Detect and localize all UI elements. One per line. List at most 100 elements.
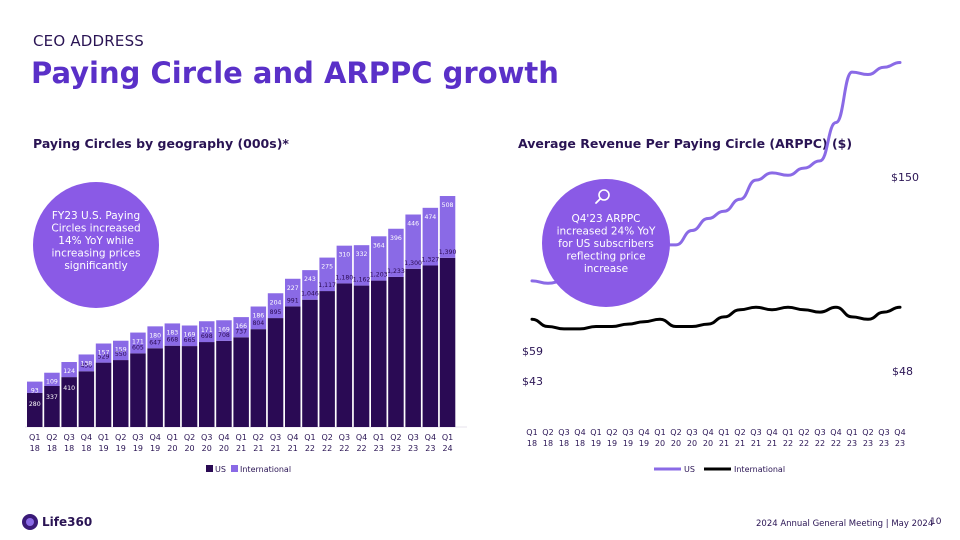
bar-international <box>250 306 267 330</box>
bar-international <box>285 278 301 307</box>
bar-label-us: 1,117 <box>318 282 336 289</box>
bar-tick-quarter: Q4 <box>425 433 436 442</box>
bar-tick-year: 24 <box>442 444 452 453</box>
bar-tick-year: 19 <box>116 444 126 453</box>
bar-label-international: 275 <box>321 264 333 271</box>
magnifier-icon <box>598 189 610 201</box>
bar-us <box>233 337 249 427</box>
line-tick-year: 23 <box>879 439 889 448</box>
magnifier-icon-handle <box>595 197 602 204</box>
line-tick-year: 18 <box>575 439 585 448</box>
bar-tick-quarter: Q3 <box>339 433 350 442</box>
line-tick-year: 22 <box>799 439 809 448</box>
line-tick-quarter: Q3 <box>622 428 633 437</box>
bar-label-us: 337 <box>46 394 58 401</box>
bar-tick-quarter: Q2 <box>115 433 126 442</box>
line-tick-quarter: Q4 <box>574 428 585 437</box>
bar-tick-quarter: Q2 <box>390 433 401 442</box>
bar-international <box>302 270 318 300</box>
bar-international <box>44 372 60 386</box>
bar-label-us: 895 <box>270 309 282 316</box>
line-tick-quarter: Q4 <box>766 428 777 437</box>
bar-international <box>199 321 215 343</box>
bar-label-international: 183 <box>166 329 178 336</box>
bar-us <box>181 346 198 427</box>
bar-label-international: 171 <box>201 327 213 334</box>
line-tick-year: 19 <box>623 439 633 448</box>
bar-label-us: 529 <box>98 354 110 361</box>
bar-us <box>95 362 112 427</box>
bar-label-us: 665 <box>184 337 196 344</box>
bar-tick-year: 18 <box>64 444 74 453</box>
line-tick-year: 21 <box>719 439 729 448</box>
legend-swatch-international <box>231 465 238 472</box>
bar-us <box>147 348 163 427</box>
line-tick-quarter: Q4 <box>830 428 841 437</box>
bar-label-international: 310 <box>338 252 350 259</box>
callout-text-right: reflecting price <box>566 251 645 263</box>
bar-label-us: 280 <box>29 401 41 408</box>
bar-label-international: 364 <box>373 242 385 249</box>
bar-tick-quarter: Q3 <box>201 433 212 442</box>
callout-text-right: for US subscribers <box>558 238 654 250</box>
bar-international <box>27 381 43 393</box>
callout-text-left: Circles increased <box>51 223 140 235</box>
bar-label-international: 138 <box>80 360 92 367</box>
bar-tick-quarter: Q2 <box>253 433 264 442</box>
bar-international <box>422 207 439 266</box>
line-tick-year: 18 <box>527 439 537 448</box>
line-tick-year: 18 <box>543 439 553 448</box>
bar-us <box>78 371 95 427</box>
bar-tick-year: 18 <box>81 444 91 453</box>
line-tick-year: 22 <box>783 439 793 448</box>
annotation-intl-end: $48 <box>892 365 913 378</box>
bar-label-us: 458 <box>80 362 92 369</box>
line-tick-quarter: Q3 <box>878 428 889 437</box>
bar-tick-quarter: Q4 <box>81 433 92 442</box>
bar-tick-year: 18 <box>47 444 57 453</box>
line-tick-quarter: Q2 <box>862 428 873 437</box>
bar-tick-year: 22 <box>322 444 332 453</box>
line-tick-quarter: Q3 <box>814 428 825 437</box>
bar-label-us: 1,180 <box>335 274 353 281</box>
bar-tick-quarter: Q1 <box>235 433 246 442</box>
bar-chart-title: Paying Circles by geography (000s)* <box>33 136 289 151</box>
bar-label-international: 243 <box>304 276 316 283</box>
bar-international <box>388 228 404 277</box>
callout-text-right: increased 24% YoY <box>557 226 656 238</box>
bar-tick-year: 20 <box>219 444 229 453</box>
bar-us <box>353 285 370 427</box>
bar-tick-quarter: Q1 <box>98 433 109 442</box>
bar-label-international: 171 <box>132 339 144 346</box>
bar-label-international: 227 <box>287 285 299 292</box>
bar-tick-quarter: Q4 <box>149 433 160 442</box>
line-tick-year: 23 <box>847 439 857 448</box>
line-tick-quarter: Q4 <box>894 428 905 437</box>
line-tick-year: 20 <box>687 439 697 448</box>
bar-us <box>422 265 439 427</box>
bar-us <box>405 268 421 427</box>
bar-label-us: 1,162 <box>353 277 371 284</box>
line-tick-quarter: Q1 <box>782 428 793 437</box>
bar-international <box>113 340 129 361</box>
line-tick-quarter: Q2 <box>670 428 681 437</box>
bar-international <box>181 325 198 347</box>
line-tick-year: 19 <box>639 439 649 448</box>
line-tick-quarter: Q3 <box>558 428 569 437</box>
bar-label-us: 991 <box>287 297 299 304</box>
bar-label-us: 668 <box>166 337 178 344</box>
bar-label-international: 166 <box>235 323 247 330</box>
line-tick-quarter: Q1 <box>526 428 537 437</box>
bar-us <box>164 345 181 427</box>
company-logo: Life360 <box>22 514 92 530</box>
bar-us <box>130 353 146 427</box>
bar-us <box>388 276 404 427</box>
line-series-international <box>530 305 902 331</box>
line-tick-year: 20 <box>703 439 713 448</box>
bar-us <box>302 299 318 427</box>
bar-international <box>353 245 370 286</box>
bar-tick-quarter: Q4 <box>218 433 229 442</box>
bar-label-us: 550 <box>115 351 127 358</box>
bar-tick-quarter: Q3 <box>407 433 418 442</box>
line-chart-title: Average Revenue Per Paying Circle (ARPPC… <box>518 136 853 151</box>
